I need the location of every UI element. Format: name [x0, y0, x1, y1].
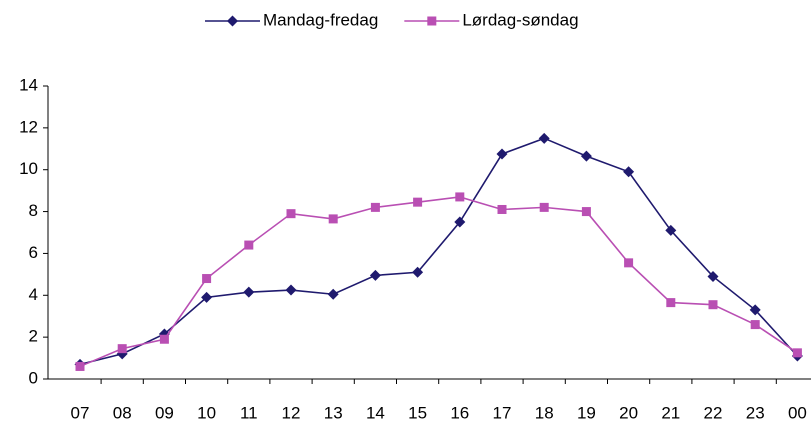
marker-square: [666, 298, 676, 308]
marker-square: [413, 197, 423, 207]
x-tick-label: 21: [661, 403, 680, 422]
marker-square: [792, 348, 802, 358]
marker-square: [244, 240, 254, 250]
legend-item: Lørdag-søndag: [404, 10, 579, 29]
x-tick-label: 00: [788, 403, 807, 422]
marker-diamond: [243, 286, 255, 298]
x-tick-label: 08: [113, 403, 132, 422]
marker-square: [750, 320, 760, 330]
y-tick-label: 6: [29, 243, 38, 262]
marker-square: [427, 16, 437, 26]
legend-label: Mandag-fredag: [263, 10, 378, 29]
marker-diamond: [749, 304, 761, 316]
marker-square: [497, 204, 507, 214]
marker-square: [581, 207, 591, 217]
marker-diamond: [369, 269, 381, 281]
x-tick-label: 16: [450, 403, 469, 422]
legend-label: Lørdag-søndag: [462, 10, 578, 29]
x-tick-label: 23: [746, 403, 765, 422]
marker-diamond: [412, 266, 424, 278]
x-tick-label: 14: [366, 403, 385, 422]
marker-diamond: [227, 15, 238, 27]
y-tick-label: 12: [19, 117, 38, 136]
marker-square: [624, 258, 634, 268]
marker-diamond: [496, 148, 508, 160]
marker-square: [370, 202, 380, 212]
x-tick-label: 09: [155, 403, 174, 422]
marker-diamond: [665, 224, 677, 236]
marker-square: [455, 192, 465, 202]
y-tick-label: 0: [29, 368, 38, 387]
x-tick-label: 19: [577, 403, 596, 422]
marker-diamond: [538, 132, 550, 144]
y-tick-label: 14: [19, 75, 38, 94]
marker-square: [286, 209, 296, 219]
legend-item: Mandag-fredag: [205, 10, 378, 29]
x-tick-label: 10: [197, 403, 216, 422]
marker-square: [117, 344, 127, 354]
x-tick-label: 07: [71, 403, 90, 422]
marker-diamond: [327, 288, 339, 300]
marker-square: [328, 214, 338, 224]
y-tick-label: 10: [19, 159, 38, 178]
marker-square: [539, 202, 549, 212]
marker-square: [159, 334, 169, 344]
marker-diamond: [707, 270, 719, 282]
marker-diamond: [285, 284, 297, 296]
x-tick-label: 11: [240, 403, 258, 422]
series-line: [79, 137, 798, 366]
series: [75, 192, 802, 371]
marker-diamond: [623, 166, 635, 178]
marker-diamond: [580, 150, 592, 162]
x-tick-label: 20: [619, 403, 638, 422]
marker-diamond: [454, 216, 466, 228]
marker-square: [75, 361, 85, 371]
x-tick-label: 13: [324, 403, 343, 422]
y-tick-label: 4: [29, 285, 38, 304]
x-tick-label: 12: [282, 403, 301, 422]
marker-diamond: [201, 291, 213, 303]
x-tick-label: 17: [493, 403, 512, 422]
series-line: [79, 196, 798, 368]
marker-square: [202, 274, 212, 284]
marker-square: [708, 300, 718, 310]
x-tick-label: 18: [535, 403, 554, 422]
x-tick-label: 15: [408, 403, 427, 422]
y-tick-label: 8: [29, 201, 38, 220]
x-tick-label: 22: [704, 403, 723, 422]
y-tick-label: 2: [29, 327, 38, 346]
series: [74, 132, 803, 370]
